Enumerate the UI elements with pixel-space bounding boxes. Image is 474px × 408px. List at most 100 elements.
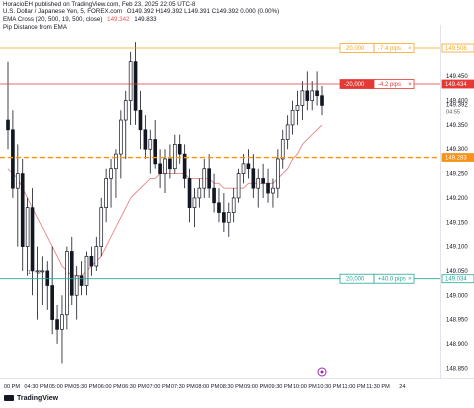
candle-up[interactable]	[99, 207, 104, 247]
candle-down[interactable]	[143, 129, 148, 150]
candle-up[interactable]	[276, 158, 280, 189]
candle-up[interactable]	[295, 105, 300, 111]
candle-up[interactable]	[280, 139, 285, 160]
candle-up[interactable]	[74, 275, 79, 296]
candle-up[interactable]	[300, 90, 305, 106]
candle-up[interactable]	[192, 197, 197, 209]
candle-down[interactable]	[69, 251, 74, 296]
candle-up[interactable]	[241, 163, 246, 174]
candle-down[interactable]	[133, 61, 138, 111]
published-line: HoracioEH published on TradingView.com, …	[3, 1, 196, 8]
candle-up[interactable]	[236, 173, 241, 199]
candle-down[interactable]	[20, 173, 25, 247]
candle-down[interactable]	[89, 255, 94, 267]
candle-down[interactable]	[6, 119, 10, 131]
candle-down[interactable]	[212, 187, 216, 204]
candle-down[interactable]	[261, 178, 265, 184]
order-qty-label: 20,000	[346, 46, 365, 52]
x-tick-label: 08:30 PM	[220, 384, 244, 390]
order-pips-box[interactable]	[373, 79, 415, 89]
candle-down[interactable]	[251, 168, 256, 189]
candle-up[interactable]	[310, 90, 315, 101]
x-tick-label: 09:00 PM	[244, 384, 268, 390]
candle-up[interactable]	[114, 153, 118, 170]
candle-up[interactable]	[202, 168, 207, 189]
candle-up[interactable]	[123, 100, 128, 121]
candle-down[interactable]	[177, 144, 182, 155]
ema-value-2: 149.833	[134, 16, 157, 23]
candle-down[interactable]	[45, 270, 50, 286]
candle-down[interactable]	[30, 207, 35, 272]
candle-down[interactable]	[55, 319, 59, 330]
order-pips-box[interactable]	[373, 273, 415, 284]
candle-down[interactable]	[138, 109, 143, 131]
y-tick-label: 149.350	[446, 123, 468, 129]
x-tick-label: 08:00 PM	[195, 384, 219, 390]
candle-down[interactable]	[79, 275, 84, 286]
level-price-label: 149.283	[445, 156, 467, 162]
candle-down[interactable]	[187, 178, 192, 209]
candle-down[interactable]	[207, 168, 211, 189]
candle-up[interactable]	[271, 187, 275, 194]
symbol-legend[interactable]: U.S. Dollar / Japanese Yen, 5, FOREX.com…	[3, 8, 282, 16]
candle-up[interactable]	[197, 187, 202, 199]
candle-down[interactable]	[182, 153, 187, 179]
y-tick-label: 149.400	[446, 99, 468, 105]
candle-up[interactable]	[109, 168, 113, 179]
candle-up[interactable]	[172, 144, 177, 170]
candle-up[interactable]	[94, 246, 99, 267]
order-pips-label: -4.2 pips	[378, 82, 401, 88]
candle-down[interactable]	[153, 139, 158, 165]
order-pips-box[interactable]	[373, 43, 415, 53]
candle-up[interactable]	[15, 173, 20, 189]
candle-up[interactable]	[40, 270, 45, 273]
pip-legend[interactable]: Pip Distance from EMA	[3, 24, 67, 31]
candle-down[interactable]	[50, 285, 54, 320]
candle-up[interactable]	[119, 119, 123, 155]
y-tick-label: 148.950	[446, 318, 468, 324]
bar-countdown: 04:55	[446, 109, 460, 115]
x-tick-label: 06:30 PM	[122, 384, 146, 390]
candle-down[interactable]	[158, 163, 162, 174]
candle-down[interactable]	[11, 129, 15, 189]
order-qty-label: 20,000	[346, 277, 365, 283]
order-pips-label: +40.0 pips	[378, 277, 406, 283]
candle-up[interactable]	[148, 139, 153, 150]
candle-up[interactable]	[285, 124, 290, 140]
candle-down[interactable]	[168, 158, 172, 170]
x-tick-label: 00 PM	[4, 384, 21, 390]
candle-up[interactable]	[226, 212, 231, 223]
candle-down[interactable]	[315, 90, 319, 97]
y-tick-label: 149.450	[446, 74, 468, 80]
x-tick-label: 05:00 PM	[49, 384, 73, 390]
candle-annotation: 1	[28, 270, 31, 276]
x-tick-label: 05:30 PM	[73, 384, 97, 390]
candle-down[interactable]	[217, 202, 221, 213]
candle-down[interactable]	[320, 95, 324, 106]
x-tick-label: 07:00 PM	[146, 384, 170, 390]
candle-down[interactable]	[266, 182, 270, 194]
current-price-label: 149.392	[446, 102, 468, 108]
candle-up[interactable]	[35, 270, 40, 273]
symbol-name: U.S. Dollar / Japanese Yen, 5, FOREX.com	[3, 8, 122, 15]
order-qty-label: -20,000	[344, 82, 365, 88]
candle-down[interactable]	[246, 163, 251, 170]
x-tick-label: 06:00 PM	[98, 384, 122, 390]
candle-up[interactable]	[60, 314, 64, 330]
candle-up[interactable]	[104, 178, 108, 209]
y-tick-label: 148.900	[446, 342, 468, 348]
candle-up[interactable]	[25, 207, 30, 247]
candle-up[interactable]	[65, 251, 69, 316]
candle-up[interactable]	[84, 255, 89, 286]
candle-up[interactable]	[128, 61, 133, 101]
candle-up[interactable]	[231, 197, 236, 213]
candle-down[interactable]	[305, 90, 310, 101]
y-tick-label: 149.050	[446, 269, 468, 275]
candle-up[interactable]	[290, 109, 295, 126]
candle-down[interactable]	[222, 212, 226, 223]
candle-up[interactable]	[163, 158, 167, 174]
x-tick-label: 11:30 PM	[366, 384, 390, 390]
candle-up[interactable]	[256, 178, 261, 189]
ema-legend[interactable]: EMA Cross (20, 500, 19, 500, close) 149.…	[3, 16, 160, 24]
